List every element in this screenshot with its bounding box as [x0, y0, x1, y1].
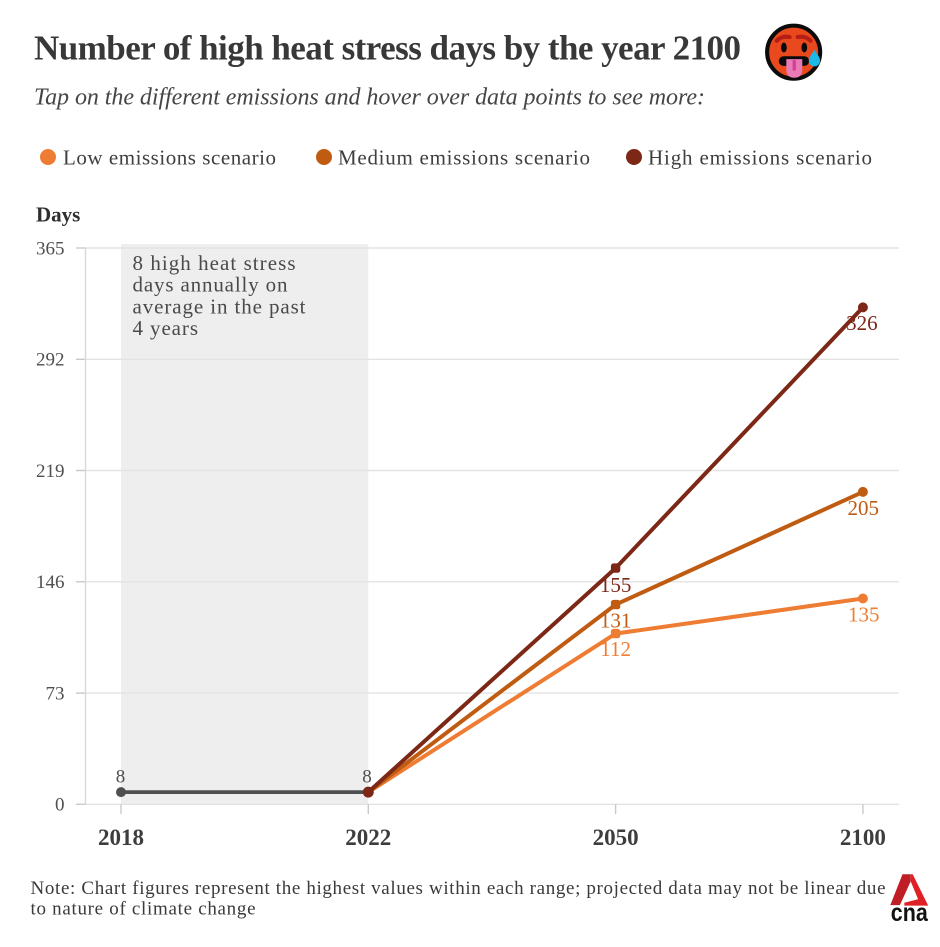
svg-text:326: 326	[846, 311, 878, 335]
svg-text:0: 0	[55, 795, 65, 816]
svg-text:205: 205	[848, 496, 880, 520]
svg-text:4 years: 4 years	[133, 316, 199, 340]
svg-text:Number of high heat stress day: Number of high heat stress days by the y…	[34, 29, 741, 68]
svg-text:73: 73	[46, 683, 65, 704]
svg-text:131: 131	[600, 609, 632, 633]
svg-text:days annually on: days annually on	[133, 273, 289, 297]
svg-text:146: 146	[36, 572, 65, 593]
svg-text:average in the past: average in the past	[133, 294, 306, 318]
svg-text:155: 155	[600, 573, 632, 597]
svg-text:112: 112	[600, 637, 631, 661]
svg-text:cna: cna	[891, 899, 929, 927]
svg-text:2018: 2018	[98, 825, 144, 850]
svg-text:Medium emissions scenario: Medium emissions scenario	[338, 146, 590, 170]
svg-text:219: 219	[36, 461, 65, 482]
svg-text:Note: Chart figures represent: Note: Chart figures represent the highes…	[31, 878, 886, 899]
svg-text:2050: 2050	[593, 825, 639, 850]
svg-text:8: 8	[362, 767, 372, 788]
svg-text:Tap on the different emissions: Tap on the different emissions and hover…	[34, 85, 705, 111]
svg-text:to nature of climate change: to nature of climate change	[31, 898, 256, 919]
svg-text:Days: Days	[36, 203, 80, 227]
svg-text:292: 292	[36, 350, 65, 371]
svg-text:2022: 2022	[345, 825, 391, 850]
svg-text:2100: 2100	[840, 825, 886, 850]
svg-text:365: 365	[36, 238, 65, 259]
svg-text:8 high heat stress: 8 high heat stress	[133, 251, 296, 275]
svg-text:135: 135	[848, 603, 880, 627]
svg-text:Low emissions scenario: Low emissions scenario	[63, 146, 276, 170]
svg-text:8: 8	[116, 767, 126, 788]
svg-text:High emissions scenario: High emissions scenario	[648, 146, 872, 170]
